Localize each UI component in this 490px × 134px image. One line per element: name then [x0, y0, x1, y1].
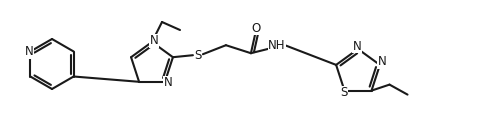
Text: S: S [194, 49, 201, 62]
Text: N: N [353, 40, 362, 53]
Text: S: S [340, 86, 347, 99]
Text: N: N [377, 55, 386, 68]
Text: N: N [25, 45, 34, 58]
Text: NH: NH [268, 39, 286, 52]
Text: O: O [251, 22, 261, 35]
Text: N: N [164, 76, 172, 89]
Text: N: N [149, 34, 158, 47]
